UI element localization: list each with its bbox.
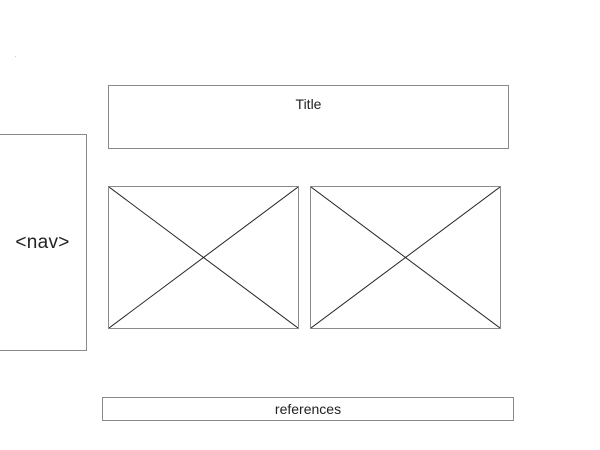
references-label: references — [274, 401, 342, 417]
title-panel: Title — [108, 85, 509, 149]
references-panel: references — [102, 397, 514, 421]
placeholder-cross-icon — [311, 187, 500, 328]
stray-mark — [15, 56, 16, 57]
image-placeholder-left — [108, 186, 299, 329]
placeholder-cross-icon — [109, 187, 298, 328]
nav-label: <nav> — [15, 231, 70, 253]
nav-panel: <nav> — [0, 134, 87, 351]
title-label: Title — [295, 96, 322, 112]
image-placeholder-right — [310, 186, 501, 329]
